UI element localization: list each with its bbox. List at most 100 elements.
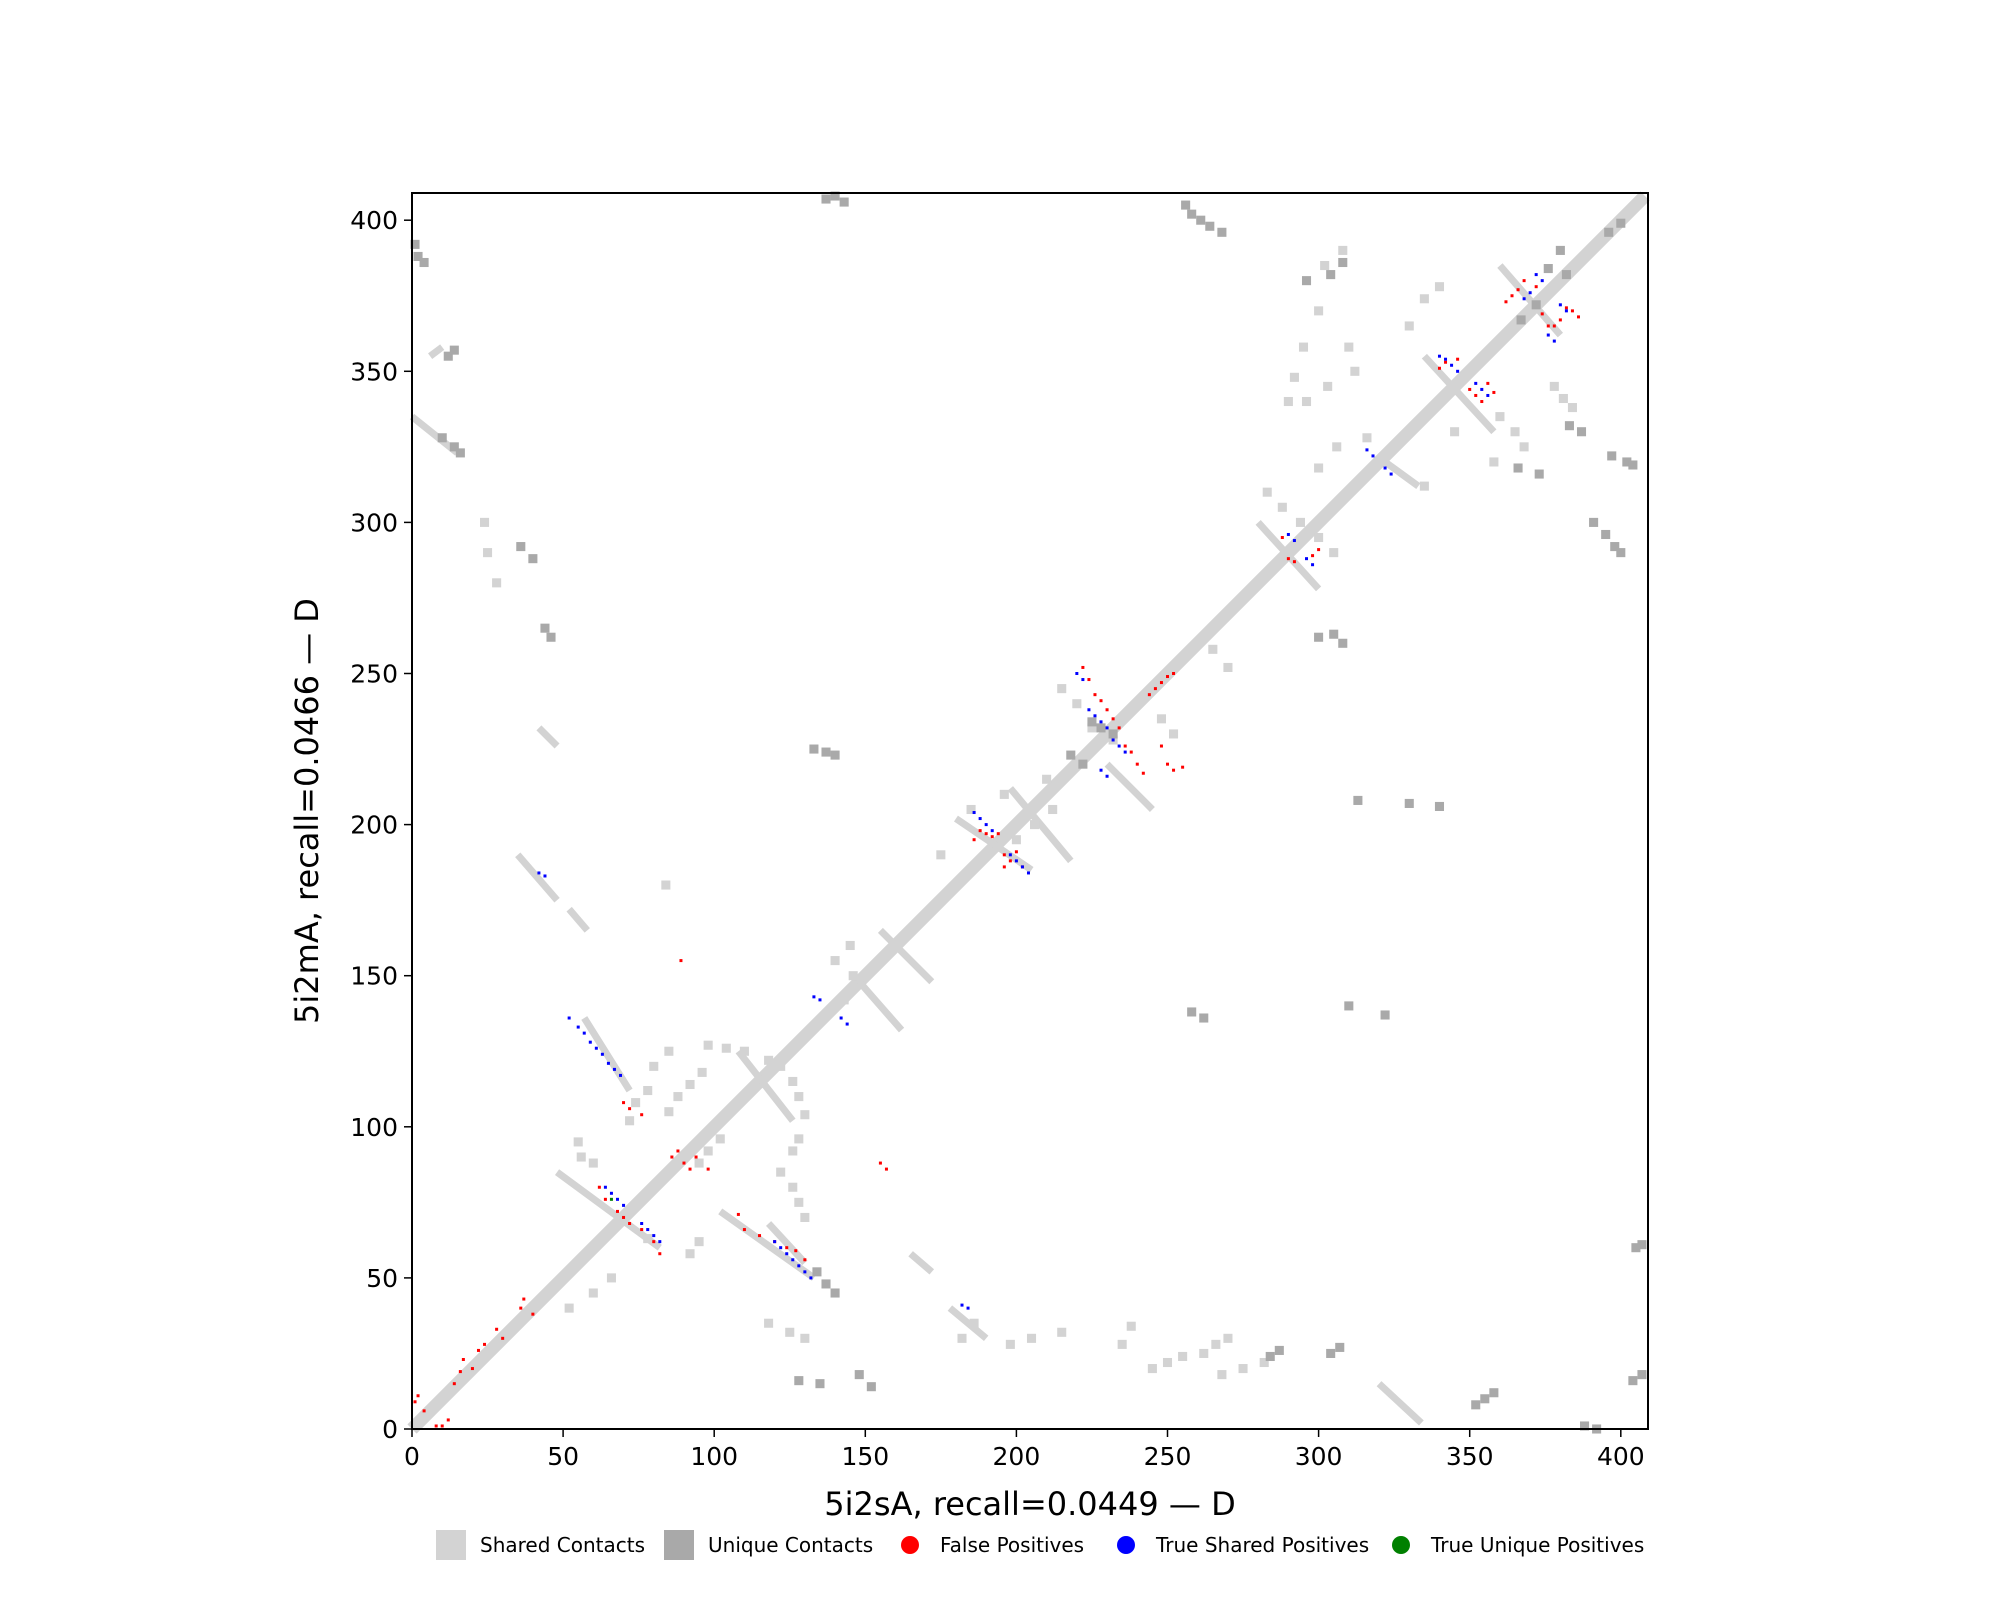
x-tick-label: 300 — [1295, 1442, 1343, 1471]
true-shared-positives-point — [1486, 393, 1490, 397]
unique-contacts-cell — [1329, 629, 1339, 639]
shared-contacts-cell — [1314, 532, 1324, 543]
true-shared-positives-point — [812, 995, 816, 999]
unique-contacts-cell — [1607, 451, 1617, 461]
shared-contacts-cell — [1404, 321, 1414, 331]
true-shared-positives-point — [818, 998, 822, 1002]
false-positives-point — [990, 835, 994, 839]
unique-contacts-cell — [516, 542, 526, 552]
true-shared-positives-point — [603, 1185, 607, 1189]
false-positives-point — [1516, 288, 1520, 292]
shared-contacts-cell — [800, 1333, 810, 1343]
shared-contacts-band — [947, 1305, 989, 1342]
unique-contacts-cell — [1622, 457, 1632, 467]
legend-label: False Positives — [940, 1533, 1084, 1557]
false-positives-point — [1540, 312, 1544, 316]
shared-contacts-cell — [588, 1288, 598, 1298]
true-shared-positives-point — [1105, 774, 1109, 778]
true-shared-positives-point — [1014, 859, 1018, 863]
true-shared-positives-point — [640, 1222, 644, 1226]
unique-contacts-cell — [812, 1267, 822, 1277]
false-positives-point — [1172, 768, 1176, 772]
shared-contacts-cell — [697, 1067, 707, 1077]
unique-contacts-cell — [830, 1288, 840, 1298]
unique-contacts-cell — [540, 623, 550, 633]
shared-contacts-cell — [1314, 306, 1324, 316]
false-positives-point — [1105, 708, 1109, 712]
unique-contacts-cell — [1301, 276, 1312, 286]
false-positives-point — [1492, 390, 1496, 394]
true-shared-positives-point — [1075, 671, 1079, 675]
shared-contacts-cell — [800, 1212, 810, 1222]
unique-contacts-cell — [1534, 469, 1544, 479]
false-positives-point — [785, 1246, 789, 1250]
shared-contacts-cell — [703, 1146, 713, 1156]
unique-contacts-cell — [1181, 200, 1191, 210]
false-positives-point — [1564, 306, 1568, 310]
shared-contacts-cell — [1320, 260, 1330, 271]
unique-contacts-cell — [821, 747, 831, 757]
true-shared-positives-point — [622, 1203, 626, 1207]
true-shared-positives-point — [1111, 738, 1115, 742]
shared-contacts-cell — [1217, 1370, 1227, 1380]
false-positives-point — [422, 1409, 426, 1413]
x-axis: 0 50 100 150 200 250 300 350 400 — [404, 1429, 1645, 1471]
false-positives-point — [434, 1424, 438, 1428]
x-tick-label: 0 — [404, 1442, 420, 1471]
shared-contacts-cell — [1289, 372, 1299, 382]
true-shared-positives-point — [1456, 369, 1460, 373]
unique-contacts-cell — [1513, 463, 1523, 473]
true-shared-positives-point — [1117, 744, 1121, 748]
shared-contacts-cell — [649, 1061, 659, 1071]
y-tick-label: 100 — [350, 1113, 398, 1142]
shared-contacts-cell — [848, 971, 858, 981]
shared-contacts-cell — [703, 1040, 713, 1050]
unique-contacts-cell — [1628, 460, 1638, 470]
unique-contacts-cell — [1616, 548, 1626, 558]
true-shared-positives-point — [567, 1016, 571, 1020]
false-positives-point — [1093, 693, 1097, 697]
unique-contacts-cell — [1353, 795, 1363, 805]
shared-contacts-cell — [643, 1234, 653, 1244]
true-shared-positives-point — [588, 1040, 592, 1044]
shared-contacts-cell — [1026, 1333, 1037, 1343]
shared-contacts-cell — [661, 880, 671, 890]
shared-contacts-band — [735, 1049, 796, 1123]
shared-contacts-band — [908, 1251, 935, 1275]
unique-contacts-cell — [1580, 1421, 1590, 1431]
false-positives-point — [1292, 560, 1296, 564]
unique-contacts-cell — [839, 197, 849, 207]
plot-frame — [411, 192, 1649, 1430]
legend-swatch — [664, 1530, 694, 1560]
false-positives-point — [522, 1297, 526, 1301]
true-shared-positives-point — [984, 823, 988, 827]
unique-contacts-cell — [1631, 1243, 1641, 1253]
shared-contacts-cell — [1549, 381, 1559, 391]
y-tick-label: 300 — [350, 508, 398, 537]
false-positives-point — [1153, 687, 1157, 691]
false-positives-point — [622, 1101, 626, 1105]
true-shared-positives-point — [990, 829, 994, 833]
true-shared-positives-point — [1437, 354, 1441, 358]
shared-contacts-cell — [1262, 487, 1272, 497]
legend-label: True Unique Positives — [1430, 1533, 1644, 1557]
x-tick-label: 250 — [1144, 1442, 1192, 1471]
false-positives-point — [1172, 671, 1176, 675]
false-positives-point — [1280, 536, 1284, 540]
unique-contacts-cell — [1196, 215, 1206, 225]
unique-contacts-cell — [1187, 209, 1197, 219]
false-positives-point — [803, 1258, 807, 1262]
shared-contacts-cell — [788, 1076, 798, 1087]
false-positives-point — [658, 1252, 662, 1256]
unique-contacts-cell — [1480, 1394, 1490, 1404]
false-positives-point — [446, 1418, 450, 1422]
true-shared-positives-point — [1105, 726, 1109, 730]
false-positives-point — [640, 1113, 644, 1117]
false-positives-point — [1504, 300, 1508, 304]
y-tick-label: 150 — [350, 962, 398, 991]
false-positives-point — [884, 1167, 888, 1171]
unique-contacts-cell — [1489, 1388, 1499, 1398]
unique-contacts-cell — [1078, 759, 1088, 769]
legend-item-true-shared-positives: True Shared Positives — [1117, 1533, 1369, 1557]
